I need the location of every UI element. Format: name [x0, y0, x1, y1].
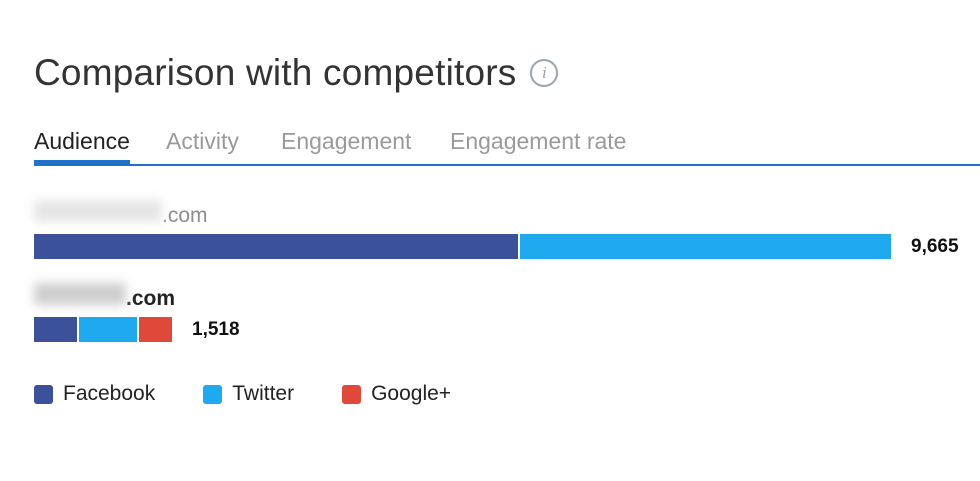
- redacted-domain-1: [34, 200, 162, 222]
- redacted-domain-2: [34, 283, 126, 305]
- legend: Facebook Twitter Google+: [34, 382, 499, 406]
- bar-twitter-1: [520, 234, 891, 259]
- tab-engagement[interactable]: Engagement: [281, 128, 412, 154]
- domain-suffix-2: .com: [126, 287, 176, 310]
- page-title: Comparison with competitors: [34, 52, 517, 93]
- info-icon[interactable]: i: [530, 59, 559, 87]
- legend-swatch-twitter: [203, 384, 223, 404]
- chart-header: Comparison with competitors i: [34, 52, 559, 94]
- legend-googleplus[interactable]: Google+: [342, 382, 451, 406]
- domain-suffix-1: .com: [162, 204, 208, 227]
- bar-facebook-1: [34, 234, 518, 259]
- legend-label-facebook: Facebook: [63, 382, 156, 405]
- tab-activity[interactable]: Activity: [166, 128, 239, 154]
- competitor-1-domain: .com: [34, 200, 208, 228]
- legend-label-twitter: Twitter: [232, 382, 295, 405]
- competitor-2-domain: .com: [34, 283, 175, 311]
- legend-swatch-facebook: [34, 384, 53, 404]
- competitor-2-bar: 1,518: [34, 317, 240, 342]
- legend-twitter[interactable]: Twitter: [203, 382, 294, 406]
- bar-twitter-2: [79, 317, 137, 342]
- legend-label-googleplus: Google+: [371, 382, 452, 405]
- tab-bar: Audience Activity Engagement Engagement …: [34, 128, 980, 166]
- total-label-1: 9,665: [911, 235, 959, 257]
- competitor-1-bar: 9,665: [34, 234, 959, 259]
- tab-engagement-rate[interactable]: Engagement rate: [450, 128, 627, 154]
- total-label-2: 1,518: [192, 318, 240, 340]
- bar-facebook-2: [34, 317, 77, 342]
- legend-facebook[interactable]: Facebook: [34, 382, 155, 406]
- bar-googleplus-2: [139, 317, 172, 342]
- tab-audience[interactable]: Audience: [34, 128, 130, 165]
- legend-swatch-googleplus: [342, 384, 362, 404]
- tab-underline: [34, 164, 980, 166]
